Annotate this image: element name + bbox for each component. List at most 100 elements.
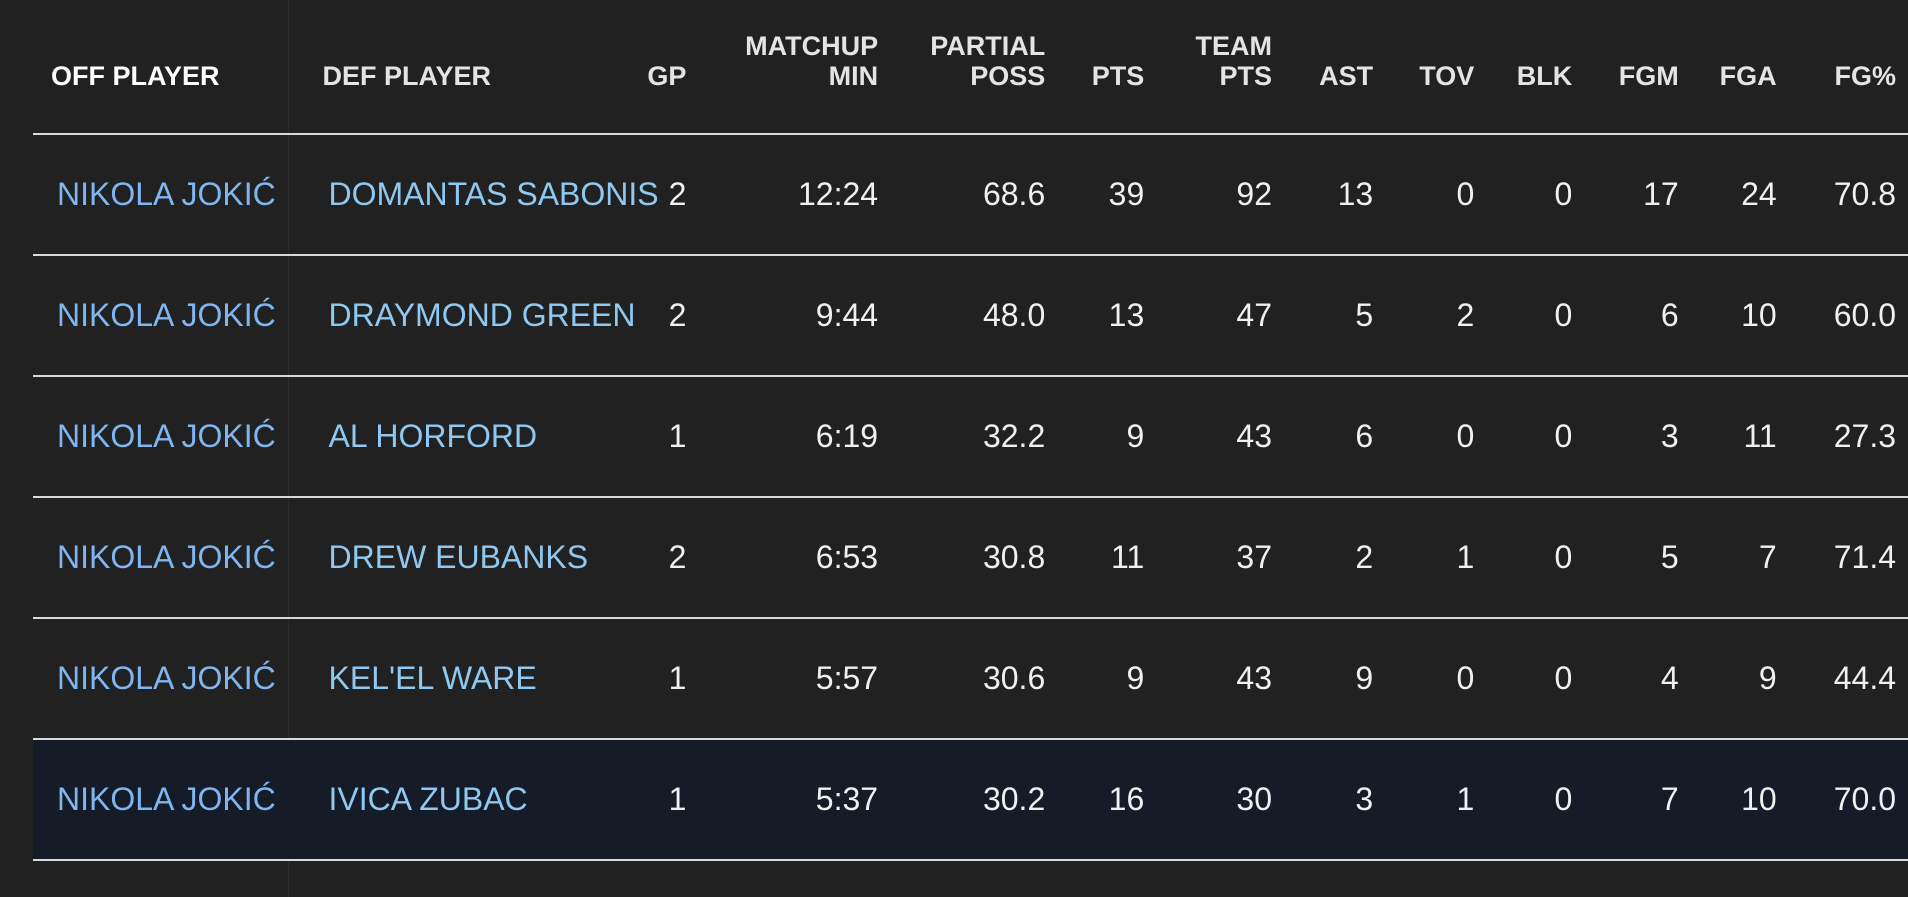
cell-matchup-min: 6:19	[698, 376, 891, 498]
col-header-def-player[interactable]: DEF PLAYER GP	[304, 0, 699, 135]
cell-pts: 9	[1057, 618, 1157, 740]
cell-tov: 1	[1385, 497, 1487, 619]
cell-team-pts: 30	[1156, 739, 1285, 861]
cell-blk: 0	[1486, 618, 1585, 740]
cell-pts: 39	[1057, 134, 1157, 256]
cell-tov: 0	[1385, 376, 1487, 498]
cell-partial-poss: 68.6	[890, 134, 1058, 256]
cell-fgm: 6	[1584, 255, 1691, 377]
cell-gp: 2	[442, 497, 699, 619]
cell-fgm: 3	[1584, 376, 1691, 498]
cell-gp: 1	[442, 618, 699, 740]
cell-team-pts: 43	[1156, 376, 1285, 498]
col-header-tov[interactable]: TOV	[1385, 0, 1487, 135]
table-row: NIKOLA JOKIĆ DRAYMOND GREEN 2 9:44 48.0 13 47 5…	[33, 255, 1908, 377]
cell-ast: 5	[1284, 255, 1386, 377]
col-header-off-player[interactable]: OFF PLAYER	[33, 0, 305, 135]
table-row: NIKOLA JOKIĆ AL HORFORD 1 6:19 32.2 9 43 6 0 0 3 11…	[33, 376, 1908, 498]
cell-matchup-min: 12:24	[698, 134, 891, 256]
cell-matchup-min: 9:44	[698, 255, 891, 377]
col-header-team-pts[interactable]: TEAM PTS	[1156, 0, 1285, 135]
cell-fg-pct: 70.0	[1788, 739, 1908, 861]
col-header-fga[interactable]: FGA	[1690, 0, 1789, 135]
cell-pts: 9	[1057, 376, 1157, 498]
off-player-link[interactable]: NIKOLA JOKIĆ	[33, 739, 305, 861]
def-player-link[interactable]: AL HORFORD	[304, 376, 537, 498]
table-row: NIKOLA JOKIĆ IVICA ZUBAC 1 5:37 30.2 16 30 3 1 0 7…	[33, 739, 1908, 861]
col-header-gp[interactable]: GP	[647, 61, 687, 91]
cell-fg-pct: 70.8	[1788, 134, 1908, 256]
cell-fg-pct: 71.4	[1788, 497, 1908, 619]
cell-fga: 24	[1690, 134, 1789, 256]
cell-fgm: 4	[1584, 618, 1691, 740]
cell-fga: 10	[1690, 739, 1789, 861]
cell-matchup-min: 6:53	[698, 497, 891, 619]
cell-fgm: 5	[1584, 497, 1691, 619]
def-player-link[interactable]: DRAYMOND GREEN	[304, 255, 635, 377]
off-player-link[interactable]: NIKOLA JOKIĆ	[33, 376, 305, 498]
col-header-ast[interactable]: AST	[1284, 0, 1386, 135]
cell-partial-poss: 48.0	[890, 255, 1058, 377]
def-player-link[interactable]: DOMANTAS SABONIS	[304, 134, 659, 256]
cell-matchup-min: 5:37	[698, 739, 891, 861]
cell-team-pts: 47	[1156, 255, 1285, 377]
cell-gp: 1	[442, 739, 699, 861]
matchup-table: OFF PLAYER DEF PLAYER GP MATCHUP MIN PARTI…	[33, 0, 1908, 861]
cell-tov: 0	[1385, 618, 1487, 740]
cell-matchup-min: 5:57	[698, 618, 891, 740]
cell-blk: 0	[1486, 497, 1585, 619]
off-player-link[interactable]: NIKOLA JOKIĆ	[33, 618, 305, 740]
table-body: NIKOLA JOKIĆ DOMANTAS SABONIS 2 12:24 68.6 39…	[33, 134, 1908, 861]
off-player-link[interactable]: NIKOLA JOKIĆ	[33, 255, 305, 377]
cell-partial-poss: 30.8	[890, 497, 1058, 619]
cell-fg-pct: 60.0	[1788, 255, 1908, 377]
cell-fgm: 7	[1584, 739, 1691, 861]
cell-ast: 13	[1284, 134, 1386, 256]
cell-ast: 9	[1284, 618, 1386, 740]
cell-pts: 13	[1057, 255, 1157, 377]
cell-team-pts: 92	[1156, 134, 1285, 256]
header-row: OFF PLAYER DEF PLAYER GP MATCHUP MIN PARTI…	[33, 0, 1908, 135]
cell-pts: 11	[1057, 497, 1157, 619]
def-player-link[interactable]: IVICA ZUBAC	[304, 739, 528, 861]
cell-tov: 0	[1385, 134, 1487, 256]
cell-ast: 3	[1284, 739, 1386, 861]
cell-gp: 2	[442, 255, 699, 377]
cell-tov: 1	[1385, 739, 1487, 861]
off-player-link[interactable]: NIKOLA JOKIĆ	[33, 134, 305, 256]
cell-blk: 0	[1486, 739, 1585, 861]
col-header-fg-pct[interactable]: FG%	[1788, 0, 1908, 135]
def-player-link[interactable]: KEL'EL WARE	[304, 618, 537, 740]
table-row: NIKOLA JOKIĆ DOMANTAS SABONIS 2 12:24 68.6 39…	[33, 134, 1908, 256]
col-header-partial-poss[interactable]: PARTIAL POSS	[890, 0, 1058, 135]
cell-partial-poss: 32.2	[890, 376, 1058, 498]
cell-tov: 2	[1385, 255, 1487, 377]
table-header: OFF PLAYER DEF PLAYER GP MATCHUP MIN PARTI…	[33, 0, 1908, 135]
cell-ast: 6	[1284, 376, 1386, 498]
cell-fga: 7	[1690, 497, 1789, 619]
cell-team-pts: 37	[1156, 497, 1285, 619]
cell-fga: 9	[1690, 618, 1789, 740]
cell-blk: 0	[1486, 376, 1585, 498]
col-header-fgm[interactable]: FGM	[1584, 0, 1691, 135]
cell-partial-poss: 30.2	[890, 739, 1058, 861]
cell-partial-poss: 30.6	[890, 618, 1058, 740]
col-header-matchup-min[interactable]: MATCHUP MIN	[698, 0, 891, 135]
cell-gp: 1	[442, 376, 699, 498]
matchup-table-container: OFF PLAYER DEF PLAYER GP MATCHUP MIN PARTI…	[33, 0, 1908, 897]
table-row: NIKOLA JOKIĆ DREW EUBANKS 2 6:53 30.8 11 37 2 1 0…	[33, 497, 1908, 619]
col-header-pts[interactable]: PTS	[1057, 0, 1157, 135]
col-header-blk[interactable]: BLK	[1486, 0, 1585, 135]
cell-fga: 11	[1690, 376, 1789, 498]
cell-fga: 10	[1690, 255, 1789, 377]
cell-fg-pct: 27.3	[1788, 376, 1908, 498]
def-player-link[interactable]: DREW EUBANKS	[304, 497, 588, 619]
cell-blk: 0	[1486, 255, 1585, 377]
cell-fgm: 17	[1584, 134, 1691, 256]
cell-fg-pct: 44.4	[1788, 618, 1908, 740]
cell-blk: 0	[1486, 134, 1585, 256]
cell-team-pts: 43	[1156, 618, 1285, 740]
off-player-link[interactable]: NIKOLA JOKIĆ	[33, 497, 305, 619]
cell-pts: 16	[1057, 739, 1157, 861]
table-row: NIKOLA JOKIĆ KEL'EL WARE 1 5:57 30.6 9 43 9 0 0 4 9…	[33, 618, 1908, 740]
